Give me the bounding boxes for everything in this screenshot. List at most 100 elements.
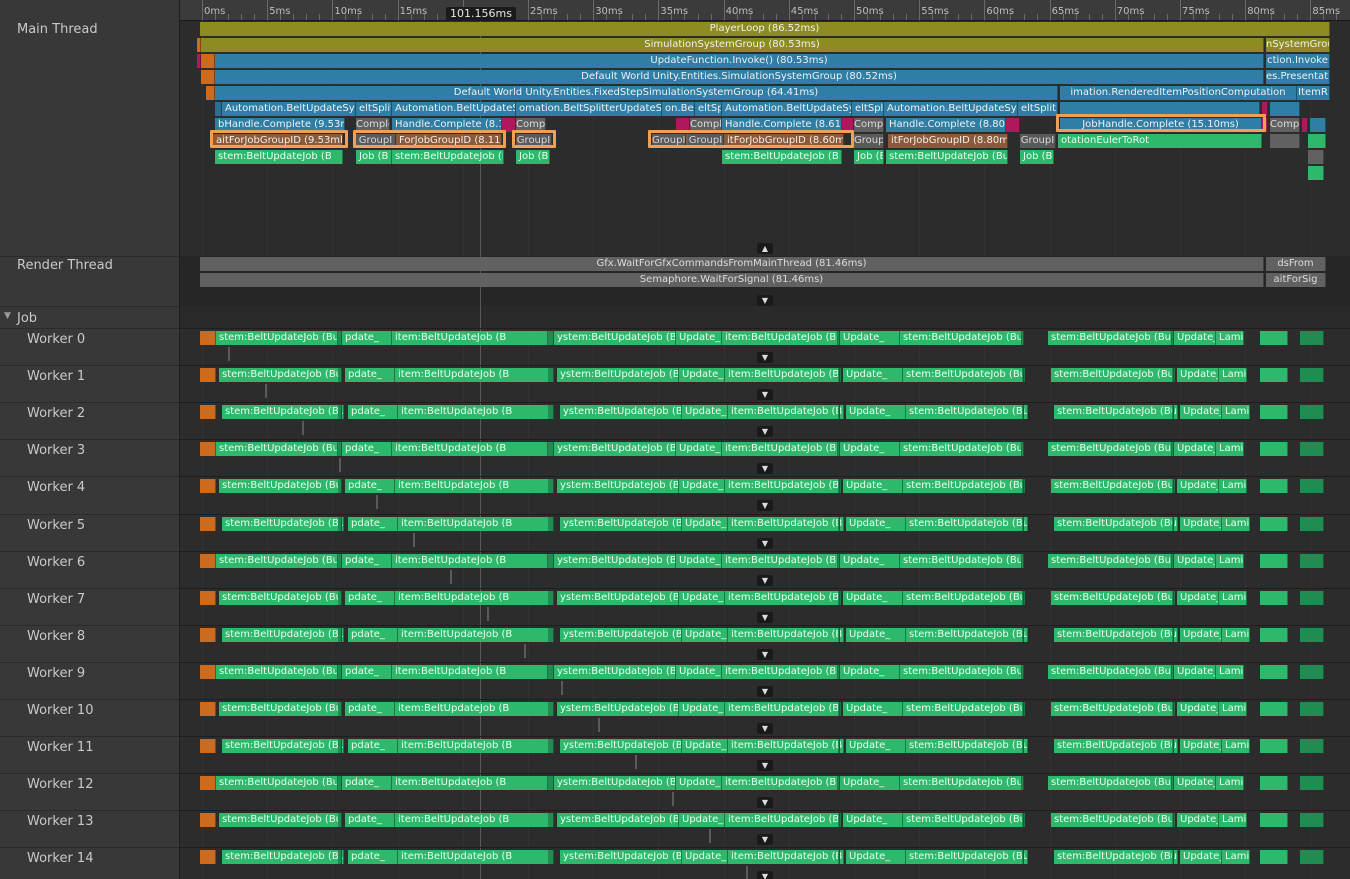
job-marker[interactable]: stem:BeltUpdateJob (Bu — [1054, 739, 1178, 754]
job-marker[interactable]: pdate_ — [342, 776, 392, 791]
worker-label[interactable]: Worker 11 — [27, 740, 94, 756]
marker[interactable] — [1300, 813, 1324, 828]
worker-label[interactable]: Worker 6 — [27, 554, 86, 570]
marker[interactable] — [228, 347, 230, 361]
marker[interactable] — [1022, 331, 1024, 345]
job-marker[interactable]: pdate_ — [342, 664, 392, 679]
marker[interactable] — [1022, 776, 1024, 791]
marker[interactable] — [200, 368, 216, 383]
job-marker[interactable]: stem:BeltUpdateJob (Bu — [1048, 331, 1172, 345]
marker[interactable] — [548, 331, 554, 345]
expand-worker-icon[interactable]: ▼ — [757, 500, 773, 512]
marker[interactable] — [1308, 166, 1324, 180]
marker[interactable] — [1172, 479, 1174, 494]
marker[interactable] — [487, 606, 489, 621]
marker[interactable] — [1310, 118, 1326, 132]
marker[interactable] — [1260, 479, 1288, 494]
marker[interactable] — [338, 442, 342, 457]
worker-label[interactable]: Worker 2 — [27, 406, 86, 422]
marker[interactable] — [1300, 331, 1324, 345]
job-marker[interactable]: Lami — [1219, 590, 1247, 605]
job-marker[interactable]: stem:BeltUpdateJob (Bu — [1051, 702, 1175, 716]
job-marker[interactable]: pdate_ — [348, 405, 398, 420]
marker[interactable] — [548, 479, 554, 494]
job-marker[interactable]: Update_ — [846, 405, 906, 420]
worker-label[interactable]: Worker 8 — [27, 628, 86, 644]
job-marker[interactable]: pdate_ — [348, 627, 398, 642]
time-ruler[interactable]: 0ms5ms10ms15ms20ms25ms30ms35ms40ms45ms50… — [180, 0, 1350, 21]
marker[interactable] — [1022, 368, 1024, 383]
marker[interactable] — [1300, 664, 1324, 679]
job-marker[interactable]: stem:BeltUpdateJob (Bu — [900, 776, 1022, 791]
marker[interactable] — [338, 813, 342, 828]
marker[interactable] — [200, 590, 216, 605]
worker-label[interactable]: Worker 3 — [27, 443, 86, 459]
marker[interactable] — [561, 680, 563, 695]
group-marker[interactable]: GroupI — [516, 134, 552, 148]
marker[interactable] — [338, 553, 342, 568]
job-marker[interactable]: Update_ — [1177, 479, 1219, 494]
marker[interactable] — [1260, 776, 1288, 791]
marker[interactable] — [842, 118, 854, 132]
gfx-wait-tail-marker[interactable]: dsFrom — [1266, 257, 1326, 271]
job-marker[interactable]: Update_ — [843, 702, 903, 716]
wait-for-job-group-marker[interactable]: itForJobGroupID (8.80m — [888, 134, 1008, 148]
marker[interactable] — [1022, 590, 1024, 605]
marker[interactable] — [1260, 590, 1288, 605]
job-marker[interactable]: Update_ — [676, 664, 722, 679]
job-marker[interactable]: stem:BeltUpdateJob (Bu — [222, 405, 344, 420]
marker[interactable] — [200, 776, 216, 791]
job-marker[interactable]: ystem:BeltUpdateJob (Bur — [560, 516, 682, 531]
marker[interactable] — [672, 792, 674, 807]
job-marker[interactable]: stem:BeltUpdateJob (Bu — [222, 627, 344, 642]
marker[interactable] — [1300, 702, 1324, 716]
marker[interactable] — [1300, 776, 1324, 791]
job-marker[interactable]: Lami — [1222, 516, 1250, 531]
job-marker[interactable]: Job (B — [854, 150, 884, 164]
marker[interactable] — [200, 664, 216, 679]
marker[interactable] — [548, 516, 554, 531]
marker[interactable] — [1300, 368, 1324, 383]
job-marker[interactable]: item:BeltUpdateJob (B — [392, 331, 548, 345]
job-marker[interactable]: Lami — [1216, 553, 1244, 568]
marker[interactable] — [1172, 850, 1174, 865]
job-marker[interactable]: ystem:BeltUpdateJob (Bur — [554, 553, 676, 568]
marker[interactable] — [1260, 813, 1288, 828]
marker[interactable] — [338, 479, 342, 494]
job-marker[interactable]: item:BeltUpdateJob (B — [728, 627, 844, 642]
job-handle-complete-marker[interactable]: Handle.Complete (8.11 — [392, 118, 502, 132]
wait-for-job-group-marker[interactable]: aitForJobGroupID (9.53ml — [213, 134, 343, 148]
expand-worker-icon[interactable]: ▼ — [757, 574, 773, 586]
marker[interactable] — [1260, 627, 1288, 642]
job-marker[interactable]: pdate_ — [348, 850, 398, 865]
marker[interactable] — [1022, 516, 1024, 531]
job-marker[interactable]: stem:BeltUpdateJob (Bu — [222, 850, 344, 865]
job-marker[interactable]: item:BeltUpdateJob (B — [398, 516, 554, 531]
job-marker[interactable]: Job (B — [516, 150, 550, 164]
job-marker[interactable]: ystem:BeltUpdateJob (Bur — [554, 664, 676, 679]
marker[interactable] — [838, 590, 840, 605]
job-marker[interactable]: Lami — [1222, 405, 1250, 420]
job-marker[interactable]: stem:BeltUpdateJob (Bu — [900, 442, 1022, 457]
marker[interactable] — [1172, 590, 1174, 605]
worker-label[interactable]: Worker 7 — [27, 591, 86, 607]
marker[interactable] — [838, 776, 840, 791]
job-marker[interactable]: Update_ — [843, 590, 903, 605]
marker[interactable] — [1172, 516, 1174, 531]
marker[interactable] — [548, 776, 554, 791]
marker[interactable] — [338, 664, 342, 679]
marker[interactable] — [376, 495, 378, 510]
job-marker[interactable]: ystem:BeltUpdateJob (Bur — [560, 739, 682, 754]
marker[interactable] — [200, 739, 216, 754]
job-marker[interactable]: item:BeltUpdateJob (B — [395, 590, 551, 605]
marker[interactable] — [1022, 850, 1024, 865]
marker[interactable] — [635, 755, 637, 770]
job-marker[interactable]: Update_ — [1177, 813, 1219, 828]
belt-update-system-marker[interactable]: Automation.BeltUpdateSyste — [222, 102, 356, 116]
marker[interactable] — [1300, 850, 1324, 865]
marker[interactable] — [338, 739, 342, 754]
marker[interactable] — [200, 553, 216, 568]
marker[interactable] — [838, 442, 840, 457]
job-marker[interactable]: Update_ — [679, 368, 725, 383]
marker[interactable] — [676, 118, 690, 132]
